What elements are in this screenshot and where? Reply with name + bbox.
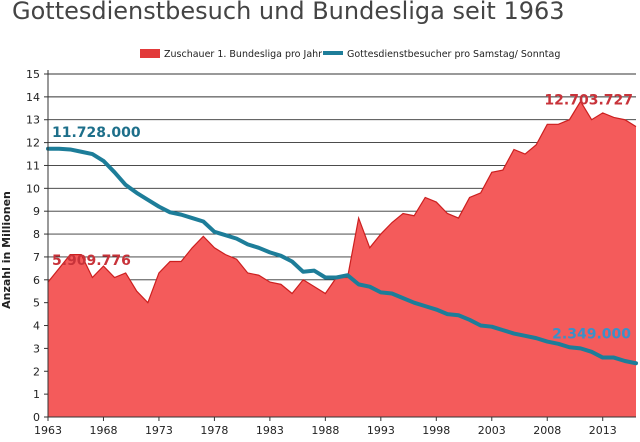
y-tick-label-12: 12 (26, 137, 40, 150)
x-tick-label-1963: 1963 (34, 424, 62, 437)
annotation-3: 2.349.000 (552, 326, 631, 342)
y-tick-label-6: 6 (33, 274, 40, 287)
series-layer (46, 100, 638, 417)
x-tick-label-1968: 1968 (89, 424, 117, 437)
annotation-0: 11.728.000 (52, 125, 141, 141)
series-bundesliga-area (48, 101, 636, 417)
annotation-1: 5.909.776 (52, 253, 131, 269)
series-gottesdienst-line (46, 146, 638, 366)
y-tick-label-2: 2 (33, 365, 40, 378)
y-tick-label-3: 3 (33, 342, 40, 355)
legend-swatch-gottesdienst (323, 51, 343, 55)
chart-title: Gottesdienstbesuch und Bundesliga seit 1… (12, 0, 565, 25)
x-tick-label-1978: 1978 (200, 424, 228, 437)
annotation-2: 12.703.727 (544, 93, 633, 109)
legend-swatch-bundesliga (140, 49, 160, 58)
x-tick-label-1993: 1993 (367, 424, 395, 437)
x-tick-label-1973: 1973 (145, 424, 173, 437)
x-tick-label-1998: 1998 (422, 424, 450, 437)
y-tick-label-14: 14 (26, 91, 40, 104)
annotations: 11.728.000 5.909.776 12.703.727 2.349.000 (52, 93, 633, 343)
legend-label-bundesliga: Zuschauer 1. Bundesliga pro Jahr (164, 49, 322, 60)
x-tick-label-1983: 1983 (256, 424, 284, 437)
y-tick-label-15: 15 (26, 68, 40, 81)
x-tick-label-2008: 2008 (533, 424, 561, 437)
y-tick-label-4: 4 (33, 320, 40, 333)
chart-legend: Zuschauer 1. Bundesliga pro Jahr Gottesd… (140, 49, 560, 60)
y-tick-label-7: 7 (33, 251, 40, 264)
y-tick-label-11: 11 (26, 159, 40, 172)
x-tick-labels: 1963 1968 1973 1978 1983 1988 1993 1998 2003 2008… (34, 417, 617, 437)
y-axis-label: Anzahl in Millionen (0, 191, 13, 309)
axes (47, 70, 636, 418)
y-tick-label-10: 10 (26, 182, 40, 195)
x-tick-label-1988: 1988 (311, 424, 339, 437)
y-tick-label-8: 8 (33, 228, 40, 241)
x-tick-label-2003: 2003 (478, 424, 506, 437)
legend-label-gottesdienst: Gottesdienstbesucher pro Samstag/ Sonnta… (347, 49, 560, 60)
y-tick-label-1: 1 (33, 388, 40, 401)
x-tick-label-2013: 2013 (589, 424, 617, 437)
y-tick-label-13: 13 (26, 114, 40, 127)
y-tick-label-0: 0 (33, 411, 40, 424)
y-tick-label-9: 9 (33, 205, 40, 218)
y-tick-label-5: 5 (33, 297, 40, 310)
